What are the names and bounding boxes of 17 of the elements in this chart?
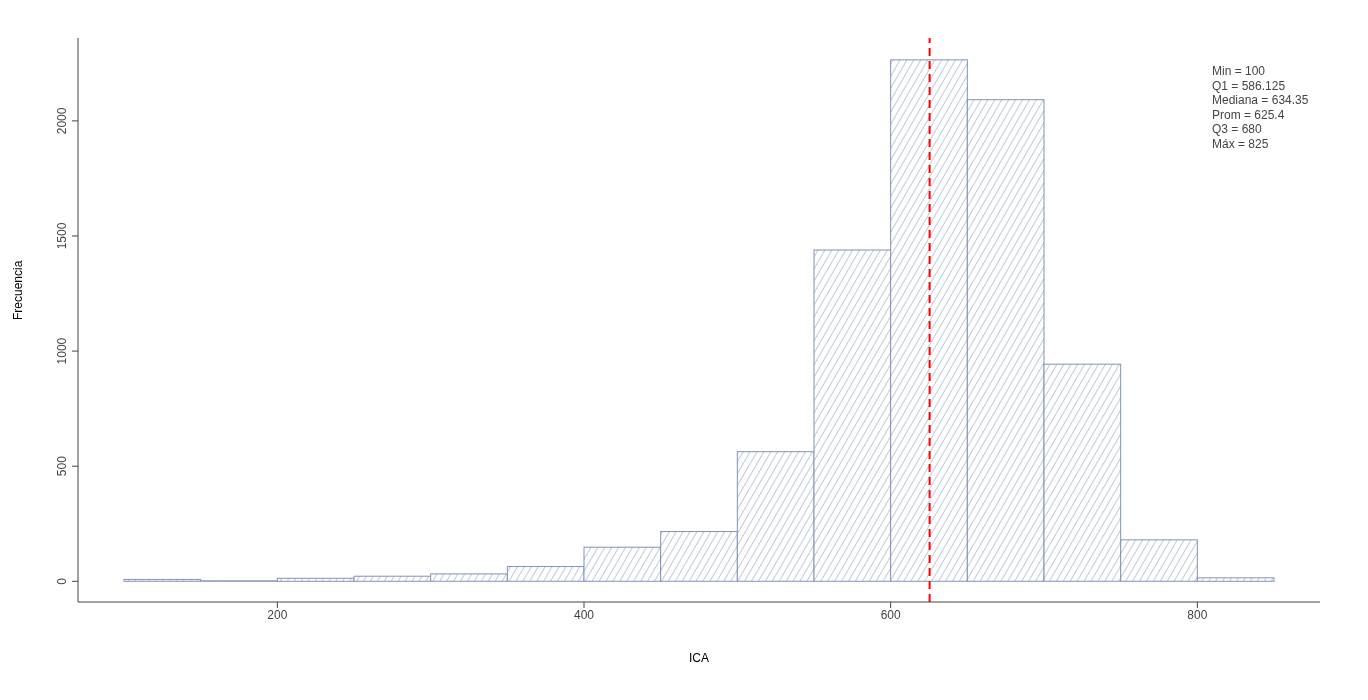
y-tick-label: 2000 — [55, 107, 69, 135]
y-tick-label: 0 — [55, 577, 69, 585]
x-axis-title: ICA — [688, 651, 710, 665]
y-axis-title: Frecuencia — [11, 260, 26, 320]
x-tick-label: 400 — [573, 607, 595, 622]
y-tick-label: 1000 — [55, 337, 69, 365]
text: Q1 = 586.125 — [1212, 78, 1286, 93]
x-tick-label: 600 — [880, 607, 901, 622]
text: Prom = 625.4 — [1212, 107, 1285, 122]
text: Q3 = 680 — [1212, 122, 1262, 136]
text: Min = 100 — [1212, 64, 1266, 78]
x-tick-label: 200 — [267, 607, 288, 622]
y-tick-label: 1500 — [55, 222, 69, 250]
text: Mediana = 634.35 — [1212, 93, 1309, 107]
text: Máx = 825 — [1212, 136, 1269, 151]
x-tick-label: 800 — [1187, 607, 1208, 622]
y-tick-label: 500 — [55, 455, 69, 477]
